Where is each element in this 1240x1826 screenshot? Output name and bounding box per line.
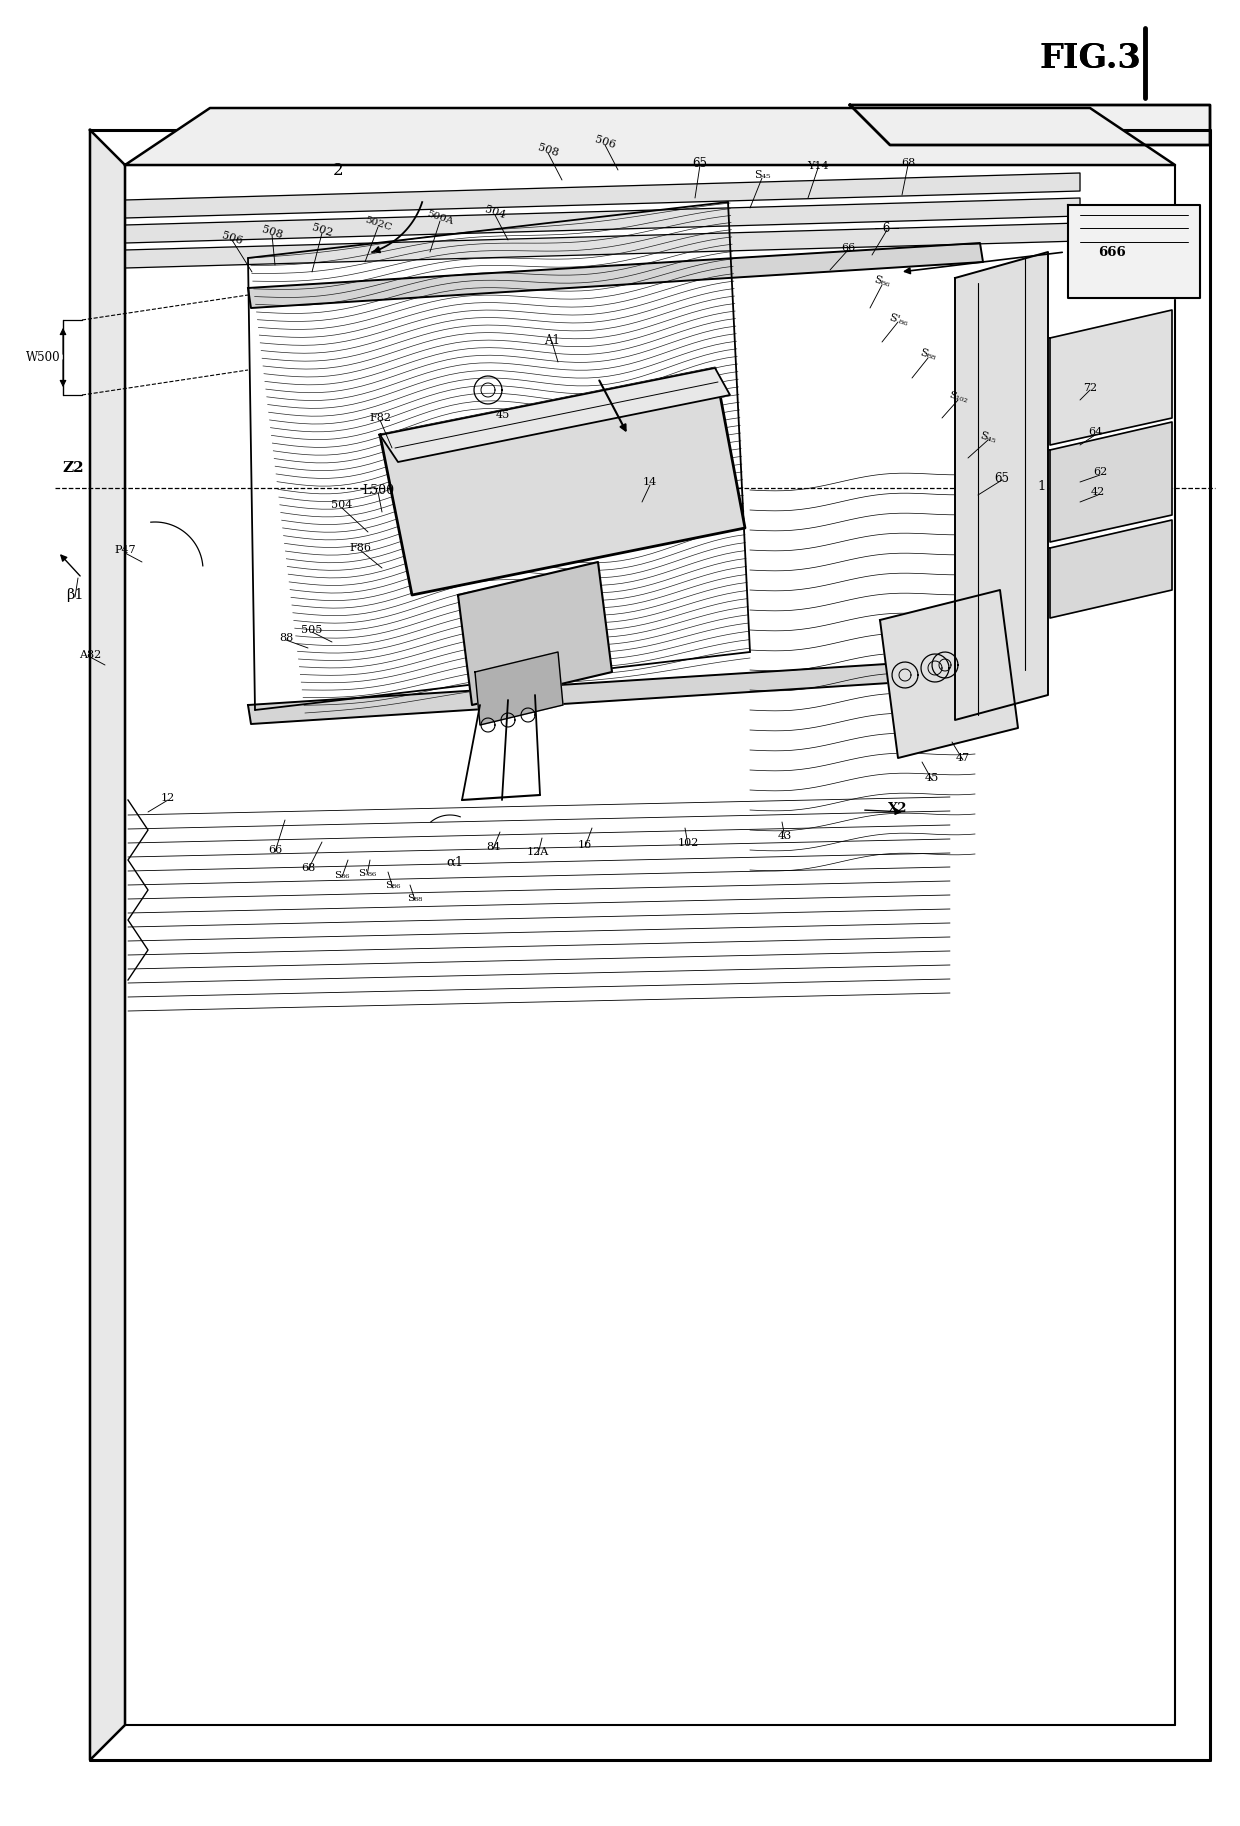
- Text: 65: 65: [994, 471, 1009, 484]
- Text: 14: 14: [642, 477, 657, 488]
- Text: F86: F86: [348, 542, 371, 553]
- Text: 506: 506: [221, 230, 244, 247]
- Polygon shape: [849, 106, 1210, 144]
- Text: α1: α1: [446, 856, 464, 869]
- Text: 68: 68: [301, 864, 315, 873]
- Text: S₄₅: S₄₅: [754, 170, 770, 181]
- Text: 64: 64: [1087, 427, 1102, 436]
- Text: 2: 2: [332, 161, 343, 179]
- Text: −6−: −6−: [873, 221, 900, 234]
- Polygon shape: [379, 369, 730, 462]
- Polygon shape: [955, 252, 1048, 719]
- Text: 16: 16: [578, 840, 593, 849]
- Polygon shape: [458, 562, 613, 705]
- Text: S₈₆: S₈₆: [386, 880, 401, 889]
- Text: β1: β1: [66, 588, 84, 603]
- Text: 68: 68: [901, 159, 915, 168]
- Polygon shape: [125, 173, 1080, 217]
- Text: FIG.3: FIG.3: [1039, 42, 1141, 75]
- Text: Y14: Y14: [807, 161, 828, 172]
- Text: S₈₆: S₈₆: [335, 871, 350, 880]
- Text: FIG.3: FIG.3: [1039, 42, 1141, 75]
- Polygon shape: [1050, 520, 1172, 617]
- Polygon shape: [475, 652, 563, 725]
- Text: 504: 504: [331, 500, 352, 509]
- Text: A1: A1: [544, 334, 560, 347]
- Polygon shape: [379, 369, 745, 595]
- Text: 12: 12: [161, 792, 175, 803]
- Polygon shape: [125, 223, 1080, 268]
- Text: S'₈₆: S'₈₆: [358, 869, 376, 878]
- Text: 500A: 500A: [425, 210, 454, 226]
- Text: F82: F82: [370, 413, 391, 424]
- Polygon shape: [248, 243, 983, 309]
- Polygon shape: [1068, 205, 1200, 298]
- Text: 45: 45: [925, 772, 939, 783]
- Text: 66: 66: [268, 845, 283, 855]
- Text: 66: 66: [841, 243, 856, 254]
- Text: 72: 72: [1083, 383, 1097, 393]
- Text: 505: 505: [301, 624, 322, 635]
- Text: 502C: 502C: [363, 215, 393, 232]
- Text: 1: 1: [1038, 480, 1047, 493]
- Text: S₈₈: S₈₈: [407, 893, 423, 902]
- Text: 102: 102: [677, 838, 698, 847]
- Text: 12A: 12A: [527, 847, 549, 856]
- Text: 508: 508: [536, 142, 559, 159]
- Text: Z2: Z2: [62, 460, 83, 475]
- Polygon shape: [1050, 310, 1172, 446]
- Text: 88: 88: [279, 634, 293, 643]
- Text: 504: 504: [484, 205, 507, 221]
- Polygon shape: [125, 197, 1080, 243]
- Text: 45: 45: [496, 411, 510, 420]
- Polygon shape: [1050, 422, 1172, 542]
- Text: 43: 43: [777, 831, 792, 842]
- Text: S'₈₆: S'₈₆: [887, 312, 909, 329]
- Text: A82: A82: [79, 650, 102, 659]
- Polygon shape: [91, 130, 125, 1760]
- Text: L500: L500: [362, 484, 394, 497]
- Text: 502: 502: [310, 223, 334, 237]
- Text: W500: W500: [26, 351, 61, 363]
- Polygon shape: [880, 590, 1018, 758]
- Text: 508: 508: [260, 225, 284, 239]
- Text: 84: 84: [486, 842, 500, 853]
- Text: 65: 65: [692, 157, 708, 170]
- Text: S₁₀₂: S₁₀₂: [947, 391, 968, 405]
- Text: 47: 47: [956, 752, 970, 763]
- Text: S₄₅: S₄₅: [978, 431, 997, 446]
- Text: 62: 62: [1092, 467, 1107, 477]
- Polygon shape: [248, 657, 983, 723]
- Text: 506: 506: [593, 133, 616, 150]
- Text: 666: 666: [1099, 245, 1126, 259]
- Text: 42: 42: [1091, 488, 1105, 497]
- Text: X2: X2: [888, 802, 908, 814]
- Polygon shape: [125, 108, 1176, 164]
- Text: S₈₆: S₈₆: [873, 274, 892, 289]
- Text: S₈₈: S₈₈: [919, 347, 937, 362]
- Text: P47: P47: [114, 544, 136, 555]
